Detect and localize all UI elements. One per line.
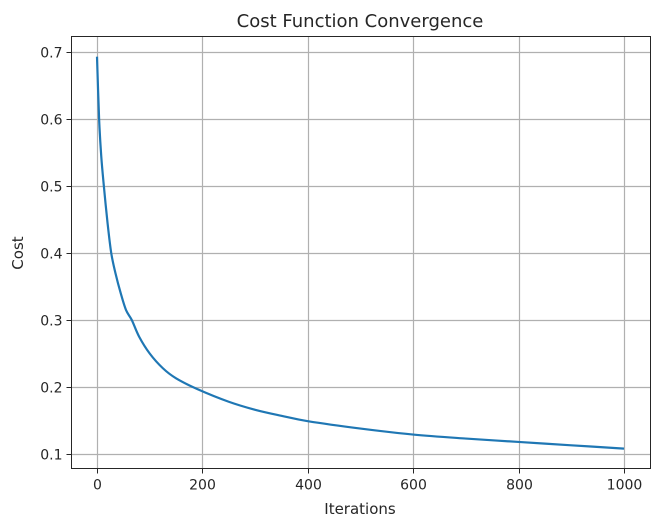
- y-tick-label: 0.5: [40, 180, 62, 196]
- series-layer: [95, 56, 625, 450]
- x-axis-label: Iterations: [324, 500, 396, 518]
- x-tick-label: 200: [189, 478, 216, 494]
- chart-title: Cost Function Convergence: [237, 11, 484, 32]
- y-tick-label: 0.4: [40, 247, 62, 263]
- x-tick-label: 1000: [607, 478, 643, 494]
- x-tick-label: 800: [506, 478, 533, 494]
- grid-lines: [71, 36, 651, 469]
- x-tick-label: 400: [295, 478, 322, 494]
- y-tick-label: 0.1: [40, 448, 62, 464]
- y-tick-label: 0.6: [40, 113, 62, 129]
- y-tick-label: 0.7: [40, 46, 62, 62]
- plot-frame: [71, 36, 651, 469]
- cost-line-series: [95, 56, 625, 450]
- y-axis-label: Cost: [9, 236, 27, 269]
- x-tick-label: 0: [93, 478, 102, 494]
- y-tick-label: 0.2: [40, 381, 62, 397]
- x-tick-label: 600: [400, 478, 427, 494]
- y-axis-ticks: 0.1 0.2 0.3 0.4 0.5 0.6 0.7: [40, 46, 72, 464]
- x-axis-ticks: 0 200 400 600 800 1000: [93, 468, 643, 494]
- y-tick-label: 0.3: [40, 314, 62, 330]
